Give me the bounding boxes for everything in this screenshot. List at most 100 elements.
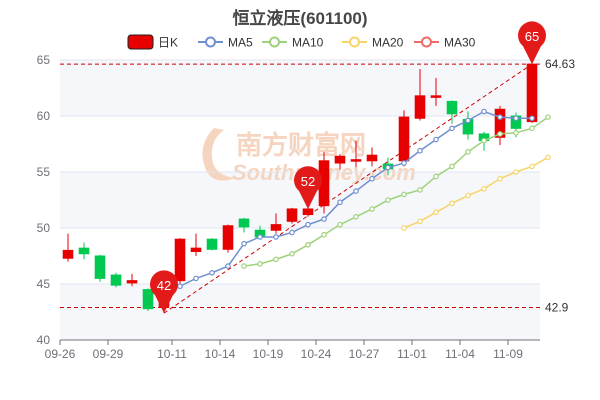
candle-body (494, 108, 506, 138)
ma5-point (369, 175, 375, 182)
reference-lines: 64.63 42.9 (60, 57, 575, 315)
ma10-point (385, 197, 391, 203)
x-tick-label: 10-11 (157, 347, 187, 361)
plot-background (60, 60, 540, 340)
candle (222, 224, 234, 253)
candle-body (94, 255, 106, 279)
candle-body (174, 238, 186, 282)
y-tick-label: 45 (37, 277, 51, 291)
candle (398, 110, 410, 167)
ma20-line (403, 156, 549, 229)
candle-body (414, 95, 426, 119)
ma5-point (401, 160, 407, 166)
x-tick-label: 11-01 (397, 347, 427, 361)
pin-marker: 52 (294, 166, 322, 209)
legend-label: MA5 (228, 36, 253, 50)
candle-body (222, 225, 234, 250)
ma5-point (433, 136, 439, 143)
candle-body (334, 155, 346, 164)
x-tick-label: 09-29 (93, 347, 124, 361)
ma10-point (401, 191, 407, 198)
pin-shape (294, 166, 322, 209)
candle (126, 273, 138, 287)
ma10-point (369, 206, 375, 212)
legend-item-ma20[interactable]: MA20 (342, 36, 404, 50)
ma5-point (529, 115, 535, 122)
x-axis: 09-26 09-29 10-11 10-14 10-19 10-24 10-27 11-01… (45, 339, 540, 361)
candle (270, 213, 282, 234)
candle-body (238, 218, 250, 228)
legend: 日K MA5 MA10 MA20 MA30 (127, 34, 476, 50)
ma5-point (353, 188, 359, 194)
ma5-point (497, 114, 503, 120)
circle-line-icon (269, 36, 280, 48)
legend-item-ma10[interactable]: MA10 (262, 36, 324, 50)
pin-label: 65 (525, 29, 539, 44)
candle (78, 242, 90, 260)
ma10-point (337, 221, 343, 228)
candle-body (446, 100, 458, 115)
candle (526, 63, 538, 123)
ma5-point (385, 164, 391, 171)
candle (238, 217, 250, 233)
ma10-point (433, 173, 439, 180)
candle (494, 105, 506, 146)
ma10-point (497, 131, 503, 137)
pin-marker: 65 (518, 21, 547, 65)
legend-item-ma5[interactable]: MA5 (198, 36, 253, 50)
ma5-point (209, 269, 215, 276)
ma5-point (177, 283, 183, 290)
chart-title: 恒立液压(601100) (232, 9, 368, 28)
legend-item-ma30[interactable]: MA30 (414, 36, 476, 50)
x-tick-label: 09-26 (45, 347, 76, 361)
ma20-point (545, 154, 551, 161)
candle-body (398, 116, 410, 162)
candle-body (526, 63, 538, 123)
y-tick-label: 50 (37, 221, 51, 235)
candle-body (302, 208, 314, 216)
legend-item-k[interactable]: 日K (127, 34, 178, 50)
ma20-point (417, 218, 423, 225)
watermark-cn: 南方财富网 (236, 130, 366, 160)
ma5-point (289, 229, 295, 236)
candle-body (62, 249, 74, 259)
pin-shape (518, 21, 547, 65)
candle (110, 272, 122, 288)
ma10-point (529, 125, 535, 132)
ma5-point (337, 199, 343, 206)
ma10-point (305, 242, 311, 248)
y-tick-label: 55 (37, 165, 51, 179)
candle-body (206, 238, 218, 250)
circle-line-icon (349, 36, 360, 48)
ma20-point (497, 175, 503, 182)
x-tick-label: 11-09 (493, 347, 523, 361)
candle (174, 238, 186, 284)
candle-body (286, 208, 298, 222)
ma10-point (465, 149, 471, 155)
ma20-point (401, 225, 407, 231)
candle (286, 207, 298, 224)
plot-band (60, 284, 540, 340)
circle-line-icon (421, 36, 432, 48)
candle (350, 140, 362, 168)
ma10-point (353, 214, 359, 220)
candle-body (126, 280, 138, 284)
candle (446, 100, 458, 124)
ma10-point (449, 163, 455, 170)
ma5-point (321, 216, 327, 222)
candle-box-icon (127, 34, 154, 50)
ma10-point (321, 231, 327, 238)
legend-label: MA30 (444, 36, 476, 50)
ma10-point (273, 256, 279, 263)
ma10-point (417, 187, 423, 193)
ma5-point (305, 221, 311, 228)
candle-body (110, 274, 122, 286)
pin-label: 42 (157, 278, 171, 293)
x-tick-label: 10-24 (301, 347, 332, 361)
ma5-point (257, 234, 263, 240)
candle (366, 147, 378, 167)
x-tick-label: 10-14 (205, 347, 236, 361)
ma10-line (243, 116, 549, 267)
candle (190, 233, 202, 256)
